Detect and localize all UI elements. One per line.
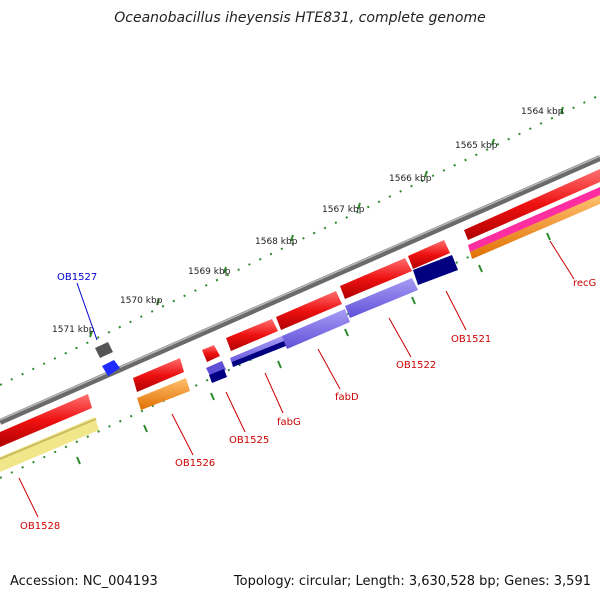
feature-ob1527-grey: [95, 342, 113, 358]
leader-ob1522: [388, 317, 412, 358]
label-ob1525[interactable]: OB1525: [229, 435, 269, 446]
label-ob1526[interactable]: OB1526: [175, 458, 215, 469]
tick-1564: [560, 106, 564, 114]
kbp-label-1567: 1567 kbp: [322, 205, 365, 215]
inner-tick-g: [143, 424, 148, 433]
feature-ob1528-yellow: [0, 417, 99, 472]
feature-ob1526-gold: [137, 378, 190, 410]
leader-ob1525: [225, 391, 246, 433]
leader-ob1528: [18, 477, 39, 518]
inner-tick-a: [546, 232, 551, 241]
kbp-label-1565: 1565 kbp: [455, 141, 498, 151]
inner-tick-b: [478, 264, 483, 273]
gene-labels: OB1527 OB1528 OB1526 OB1525 fabG fabD OB…: [20, 272, 596, 532]
feature-ob1528-yellow-edge: [0, 418, 97, 460]
label-recg[interactable]: recG: [573, 278, 596, 289]
feature-ob1521-dark: [413, 255, 458, 285]
tick-1568: [290, 234, 294, 242]
tick-1570: [156, 298, 160, 306]
genome-backbone-highlight: [0, 155, 600, 421]
leader-ob1521: [445, 290, 467, 331]
gene-fabd: [276, 291, 342, 330]
inner-tick-d: [344, 328, 349, 337]
feature-ob1525-purple: [206, 361, 226, 376]
leader-ob1526: [171, 413, 194, 456]
kbp-label-1566: 1566 kbp: [389, 174, 432, 184]
gene-ob1521: [408, 240, 450, 269]
gene-ob1522: [340, 258, 412, 299]
leader-fabd: [317, 348, 341, 390]
label-ob1527[interactable]: OB1527: [57, 272, 97, 283]
label-leaders: [18, 240, 575, 518]
leader-recg: [549, 240, 575, 280]
feature-fabg-dark: [232, 341, 286, 367]
gene-ob1526: [133, 358, 184, 392]
tick-1567: [357, 202, 361, 210]
inner-tick-f: [210, 392, 215, 401]
feature-recg-gold: [470, 195, 600, 259]
label-fabd[interactable]: fabD: [335, 392, 359, 403]
kbp-label-1569: 1569 kbp: [188, 267, 231, 277]
gene-ob1528: [0, 394, 92, 447]
label-ob1528[interactable]: OB1528: [20, 521, 60, 532]
gene-ob1525: [202, 345, 220, 362]
gene-recg: [464, 169, 600, 240]
accession-text: Accession: NC_004193: [10, 574, 158, 589]
label-fabg[interactable]: fabG: [277, 417, 301, 428]
kbp-label-1570: 1570 kbp: [120, 296, 163, 306]
gene-fabg: [226, 319, 278, 351]
map-title: Oceanobacillus iheyensis HTE831, complet…: [114, 10, 486, 26]
inner-kbp-ticks: [76, 232, 551, 465]
label-ob1522[interactable]: OB1522: [396, 360, 436, 371]
gene-arrows: [0, 169, 600, 472]
tick-1565: [491, 138, 495, 146]
inner-tick-e: [277, 360, 282, 369]
inner-tick-h: [76, 456, 81, 465]
leader-ob1527: [76, 282, 98, 341]
tick-1569: [223, 266, 227, 274]
inner-tick-c: [411, 296, 416, 305]
genome-summary-text: Topology: circular; Length: 3,630,528 bp…: [233, 574, 591, 589]
label-ob1521[interactable]: OB1521: [451, 334, 491, 345]
kbp-label-1568: 1568 kbp: [255, 237, 298, 247]
feature-fabd-purple: [282, 309, 350, 349]
feature-ob1522-purple: [345, 278, 418, 318]
forward-features: [95, 342, 120, 376]
leader-fabg: [264, 372, 284, 414]
tick-1566: [424, 170, 428, 178]
genome-backbone: [0, 155, 600, 425]
feature-ob1525-dark: [209, 369, 227, 383]
kbp-label-1564: 1564 kbp: [521, 107, 564, 117]
feature-recg-pink: [468, 187, 600, 252]
tick-1571: [89, 330, 93, 338]
kbp-ticks: 1564 kbp 1565 kbp 1566 kbp 1567 kbp 1568…: [52, 106, 564, 338]
feature-ob1527-blue: [102, 360, 120, 376]
kbp-label-1571: 1571 kbp: [52, 325, 95, 335]
